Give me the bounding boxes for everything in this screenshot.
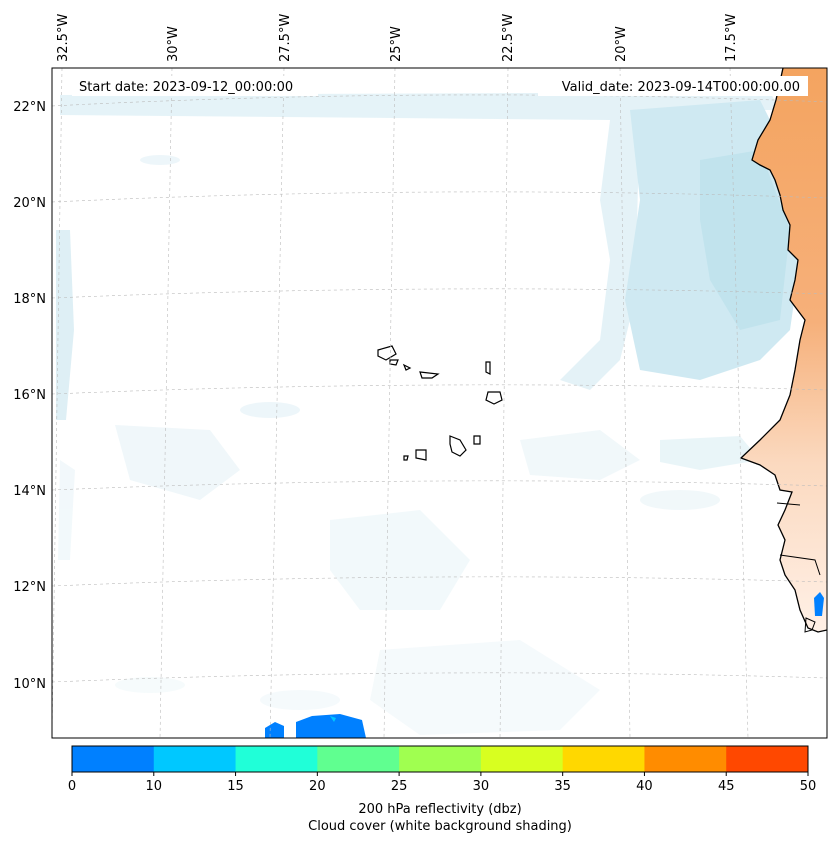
map-panel — [52, 68, 827, 738]
colorbar-tick-label: 45 — [718, 779, 735, 794]
lon-label: 27.5°W — [278, 14, 293, 62]
lat-label: 16°N — [13, 388, 46, 403]
africa-land — [741, 68, 827, 632]
colorbar-tick-label: 10 — [146, 779, 163, 794]
lat-label: 18°N — [13, 292, 46, 307]
map-frame — [51, 67, 828, 739]
lat-label: 12°N — [13, 580, 46, 595]
colorbar-swatch — [235, 746, 318, 772]
colorbar-swatch — [480, 746, 564, 772]
colorbar-swatch — [726, 746, 809, 772]
cape-verde-islands — [377, 345, 503, 461]
colorbar-tick-label: 50 — [800, 779, 817, 794]
colorbar-frame — [71, 745, 809, 773]
colorbar-swatches — [72, 746, 809, 772]
valid-date-label: Valid_date: 2023-09-14T00:00:00.00 — [562, 80, 800, 95]
colorbar-tick-label: 15 — [227, 779, 244, 794]
colorbar-tick-label: 25 — [391, 779, 408, 794]
colorbar-tick-label: 0 — [68, 779, 76, 794]
colorbar-tick-label: 40 — [636, 779, 653, 794]
lon-label: 30°W — [166, 26, 181, 62]
lon-label: 22.5°W — [501, 14, 516, 62]
colorbar-tick-label: 20 — [309, 779, 326, 794]
lat-label: 22°N — [13, 100, 46, 115]
lat-label: 10°N — [13, 677, 46, 692]
colorbar-label-line1: 200 hPa reflectivity (dbz) — [358, 802, 521, 817]
colorbar-label-line2: Cloud cover (white background shading) — [308, 819, 572, 834]
coastline-africa — [739, 68, 827, 633]
colorbar-swatch — [399, 746, 482, 772]
colorbar-swatch — [562, 746, 645, 772]
colorbar-swatch — [317, 746, 400, 772]
map-gridlines — [52, 68, 827, 738]
lon-label: 17.5°W — [724, 14, 739, 62]
colorbar: 0 10 15 20 25 30 35 40 45 50 200 hPa reflectivity… — [68, 745, 816, 834]
cloud-cover-shading — [56, 92, 800, 735]
colorbar-ticks: 0 10 15 20 25 30 35 40 45 50 — [68, 772, 816, 794]
start-date-label: Start date: 2023-09-12_00:00:00 — [79, 80, 293, 95]
lon-label: 20°W — [614, 26, 629, 62]
colorbar-swatch — [72, 746, 155, 772]
lat-label: 14°N — [13, 484, 46, 499]
latitude-labels: 22°N 20°N 18°N 16°N 14°N 12°N 10°N — [13, 100, 46, 692]
colorbar-swatch — [153, 746, 237, 772]
lon-label: 25°W — [389, 26, 404, 62]
reflectivity-cells — [265, 592, 824, 738]
lat-label: 20°N — [13, 196, 46, 211]
longitude-labels: 32.5°W 30°W 27.5°W 25°W 22.5°W 20°W 17.5… — [56, 14, 739, 62]
lon-label: 32.5°W — [56, 14, 71, 62]
colorbar-swatch — [644, 746, 727, 772]
colorbar-tick-label: 35 — [554, 779, 571, 794]
colorbar-tick-label: 30 — [473, 779, 490, 794]
